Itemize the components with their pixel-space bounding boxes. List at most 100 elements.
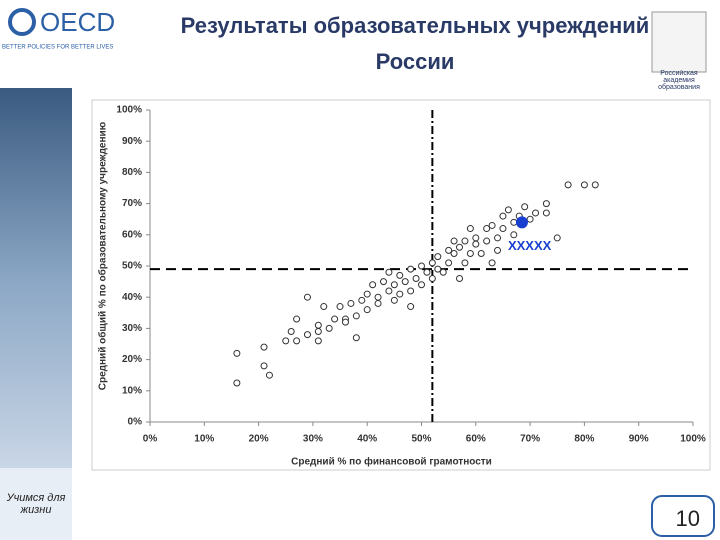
point <box>233 379 241 387</box>
y-tick-label: 60% <box>122 229 142 240</box>
point <box>472 240 480 248</box>
point <box>407 287 415 295</box>
x-tick-label: 100% <box>680 434 706 445</box>
point <box>439 268 447 276</box>
point <box>233 349 241 357</box>
point <box>456 243 464 251</box>
y-tick-label: 40% <box>122 292 142 303</box>
point <box>347 299 355 307</box>
point <box>314 321 322 329</box>
photo-strip-bottom <box>0 468 72 540</box>
point <box>542 209 550 217</box>
point <box>423 268 431 276</box>
point <box>303 293 311 301</box>
point <box>428 274 436 282</box>
y-tick-label: 90% <box>122 136 142 147</box>
point <box>499 225 507 233</box>
x-tick-label: 90% <box>629 434 649 445</box>
point <box>358 296 366 304</box>
point <box>466 225 474 233</box>
point <box>434 265 442 273</box>
x-tick-label: 80% <box>574 434 594 445</box>
motto: Учимся для жизни <box>6 492 66 516</box>
y-tick-label: 10% <box>122 385 142 396</box>
point <box>287 328 295 336</box>
crest <box>651 11 707 73</box>
point <box>445 259 453 267</box>
point <box>526 215 534 223</box>
point <box>314 337 322 345</box>
point <box>325 324 333 332</box>
x-tick-label: 50% <box>411 434 431 445</box>
point <box>461 237 469 245</box>
chart-frame <box>91 99 711 471</box>
point <box>477 250 485 258</box>
point <box>472 234 480 242</box>
point <box>314 328 322 336</box>
point <box>494 234 502 242</box>
point <box>363 306 371 314</box>
point <box>510 231 518 239</box>
point <box>407 303 415 311</box>
photo-strip <box>0 88 72 468</box>
point <box>352 334 360 342</box>
point <box>379 278 387 286</box>
point <box>336 303 344 311</box>
point <box>488 259 496 267</box>
point <box>293 315 301 323</box>
point <box>260 362 268 370</box>
point <box>396 290 404 298</box>
point <box>499 212 507 220</box>
point <box>418 281 425 289</box>
point <box>483 237 491 245</box>
point <box>510 218 518 226</box>
point <box>260 343 268 351</box>
point <box>352 312 360 320</box>
point <box>331 315 339 323</box>
point <box>385 287 393 295</box>
point <box>450 250 458 258</box>
point <box>303 331 311 339</box>
x-tick-label: 10% <box>194 434 214 445</box>
point <box>553 234 561 242</box>
point <box>407 265 415 273</box>
point <box>521 203 529 211</box>
point <box>483 225 491 233</box>
point <box>456 274 464 282</box>
page-box <box>651 495 715 537</box>
point <box>363 290 371 298</box>
y-tick-label: 80% <box>122 167 142 178</box>
point <box>532 209 540 217</box>
chart-title: Результаты образовательных учреждений Ро… <box>180 13 650 74</box>
crest-caption-box: Российская академия образования <box>658 70 700 91</box>
point <box>341 318 349 326</box>
motto-box: Учимся для жизни <box>6 492 66 516</box>
point <box>434 253 442 261</box>
x-axis-title: Средний % по финансовой грамотности <box>291 456 492 468</box>
y-axis-title: Средний общий % по образовательному учре… <box>97 121 109 390</box>
point <box>445 246 453 254</box>
point <box>374 293 382 301</box>
x-tick-label: 70% <box>520 434 540 445</box>
point <box>412 274 420 282</box>
point <box>293 337 301 345</box>
x-tick-label: 0% <box>143 434 158 445</box>
y-tick-label: 30% <box>122 323 142 334</box>
point <box>390 281 398 289</box>
highlight-point <box>515 216 528 229</box>
logo: OECD <box>40 7 115 37</box>
point <box>390 296 398 304</box>
point <box>418 262 425 270</box>
point <box>265 371 273 379</box>
point <box>504 206 512 214</box>
crest-caption: Российская академия образования <box>658 70 700 91</box>
highlight-label: XXXXX <box>508 238 552 253</box>
y-tick-label: 50% <box>122 261 142 272</box>
point <box>461 259 469 267</box>
point <box>374 299 382 307</box>
y-tick-label: 100% <box>116 105 142 116</box>
x-tick-label: 20% <box>249 434 269 445</box>
point <box>564 181 572 189</box>
logo-tagline: BETTER POLICIES FOR BETTER LIVES <box>2 45 113 51</box>
